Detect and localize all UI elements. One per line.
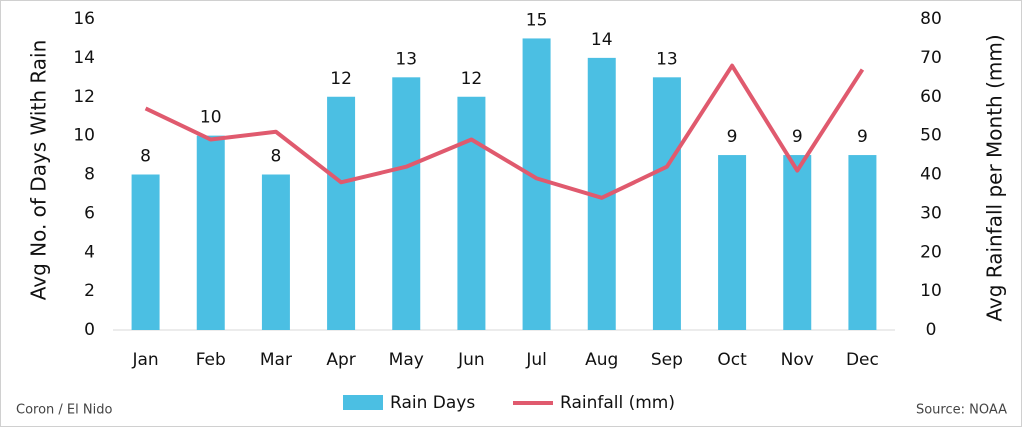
data-label: 9 — [857, 127, 868, 147]
legend-label: Rainfall (mm) — [560, 393, 675, 413]
data-label: 13 — [656, 49, 678, 69]
x-tick-label: Dec — [846, 350, 879, 370]
data-label: 15 — [526, 10, 548, 30]
bar — [522, 38, 551, 330]
y2-tick-label: 40 — [920, 165, 942, 185]
y2-tick-label: 0 — [926, 320, 937, 340]
x-tick-label: Sep — [651, 350, 683, 370]
y2-tick-label: 20 — [920, 242, 942, 262]
x-tick-label: May — [389, 350, 424, 370]
bar — [196, 135, 225, 330]
x-tick-label: Aug — [585, 350, 618, 370]
y-axis-title: Avg No. of Days With Rain — [27, 40, 51, 301]
data-label: 13 — [395, 49, 417, 69]
x-tick-label: Nov — [781, 350, 814, 370]
data-label: 14 — [591, 30, 613, 50]
caption: Coron / El Nido — [16, 403, 112, 418]
x-tick-label: Feb — [196, 350, 226, 370]
y-tick-label: 16 — [73, 9, 95, 29]
y2-tick-label: 10 — [920, 281, 942, 301]
x-tick-label: Mar — [260, 350, 292, 370]
y2-tick-label: 30 — [920, 203, 942, 223]
y-tick-label: 12 — [73, 87, 95, 107]
line — [144, 63, 865, 200]
source: Source: NOAA — [916, 403, 1007, 418]
y2-tick-label: 50 — [920, 126, 942, 146]
data-label: 9 — [792, 127, 803, 147]
bar — [783, 155, 812, 330]
bar — [131, 174, 160, 330]
x-tick-label: Jan — [131, 350, 158, 370]
legend-label: Rain Days — [390, 393, 475, 413]
y-tick-label: 8 — [84, 165, 95, 185]
y-tick-label: 10 — [73, 126, 95, 146]
x-tick-label: Apr — [326, 350, 355, 370]
data-label: 9 — [727, 127, 738, 147]
y2-axis-title: Avg Rainfall per Month (mm) — [983, 34, 1007, 321]
y2-tick-label: 60 — [920, 87, 942, 107]
data-label: 8 — [140, 147, 151, 167]
y2-tick-label: 80 — [920, 9, 942, 29]
bar — [457, 96, 486, 330]
y-tick-label: 4 — [84, 242, 95, 262]
y-tick-label: 0 — [84, 320, 95, 340]
data-label: 8 — [271, 147, 282, 167]
data-label: 12 — [461, 69, 483, 89]
y-tick-label: 14 — [73, 48, 95, 68]
y-tick-label: 2 — [84, 281, 95, 301]
bar — [261, 174, 290, 330]
data-label: 12 — [330, 69, 352, 89]
legend-swatch — [343, 395, 383, 410]
y-tick-label: 6 — [84, 203, 95, 223]
y2-tick-label: 70 — [920, 48, 942, 68]
bar — [718, 155, 747, 330]
bar — [392, 77, 421, 330]
bar — [652, 77, 681, 330]
x-tick-label: Jun — [457, 350, 485, 370]
data-label: 10 — [200, 108, 222, 128]
bar — [848, 155, 877, 330]
x-tick-label: Jul — [525, 350, 547, 370]
bar — [327, 96, 356, 330]
x-tick-label: Oct — [717, 350, 747, 370]
